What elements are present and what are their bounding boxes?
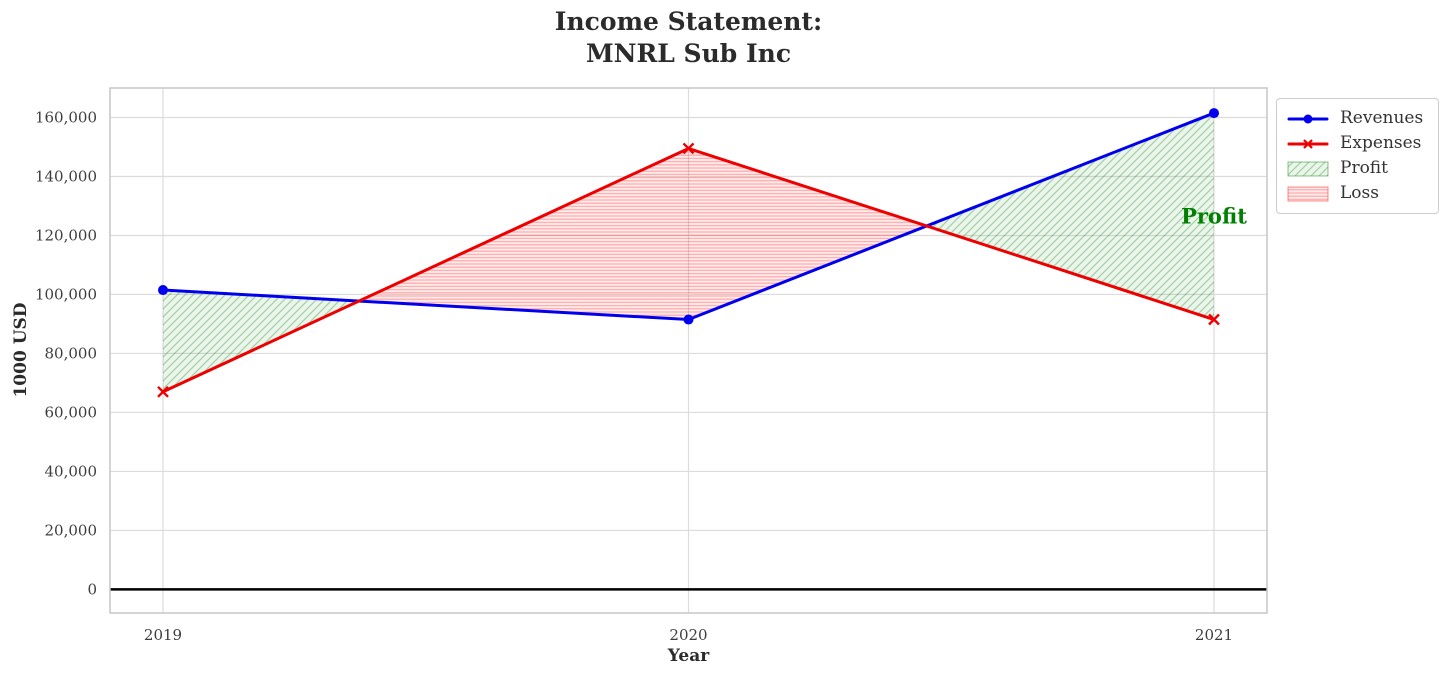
legend-item-expenses: Expenses bbox=[1287, 131, 1428, 156]
y-axis-label: 1000 USD bbox=[11, 302, 31, 398]
legend-swatch-profit-patch bbox=[1287, 160, 1329, 178]
legend-item-loss: Loss bbox=[1287, 181, 1428, 206]
svg-text:20,000: 20,000 bbox=[45, 521, 98, 539]
legend-label-expenses: Expenses bbox=[1340, 133, 1422, 153]
chart-title: Income Statement: MNRL Sub Inc bbox=[554, 7, 823, 68]
svg-text:80,000: 80,000 bbox=[45, 344, 98, 362]
profit-annotation: Profit bbox=[1181, 203, 1247, 229]
svg-text:2021: 2021 bbox=[1195, 626, 1233, 644]
legend-label-revenues: Revenues bbox=[1340, 108, 1424, 128]
svg-text:100,000: 100,000 bbox=[35, 285, 97, 303]
svg-text:2020: 2020 bbox=[669, 626, 707, 644]
legend-swatch-revenues-line bbox=[1287, 110, 1329, 128]
legend: Revenues Expenses Profit Loss bbox=[1276, 98, 1439, 214]
svg-text:160,000: 160,000 bbox=[35, 108, 97, 126]
legend-label-loss: Loss bbox=[1340, 183, 1379, 203]
svg-text:0: 0 bbox=[87, 580, 97, 598]
legend-swatch-loss-patch bbox=[1287, 185, 1329, 203]
legend-item-profit: Profit bbox=[1287, 156, 1428, 181]
svg-text:60,000: 60,000 bbox=[45, 403, 98, 421]
svg-text:40,000: 40,000 bbox=[45, 462, 98, 480]
svg-text:2019: 2019 bbox=[144, 626, 182, 644]
svg-text:140,000: 140,000 bbox=[35, 167, 97, 185]
legend-label-profit: Profit bbox=[1340, 158, 1388, 178]
legend-swatch-expenses-line bbox=[1287, 135, 1329, 153]
svg-text:120,000: 120,000 bbox=[35, 226, 97, 244]
legend-item-revenues: Revenues bbox=[1287, 106, 1428, 131]
x-axis-label: Year bbox=[667, 646, 710, 666]
